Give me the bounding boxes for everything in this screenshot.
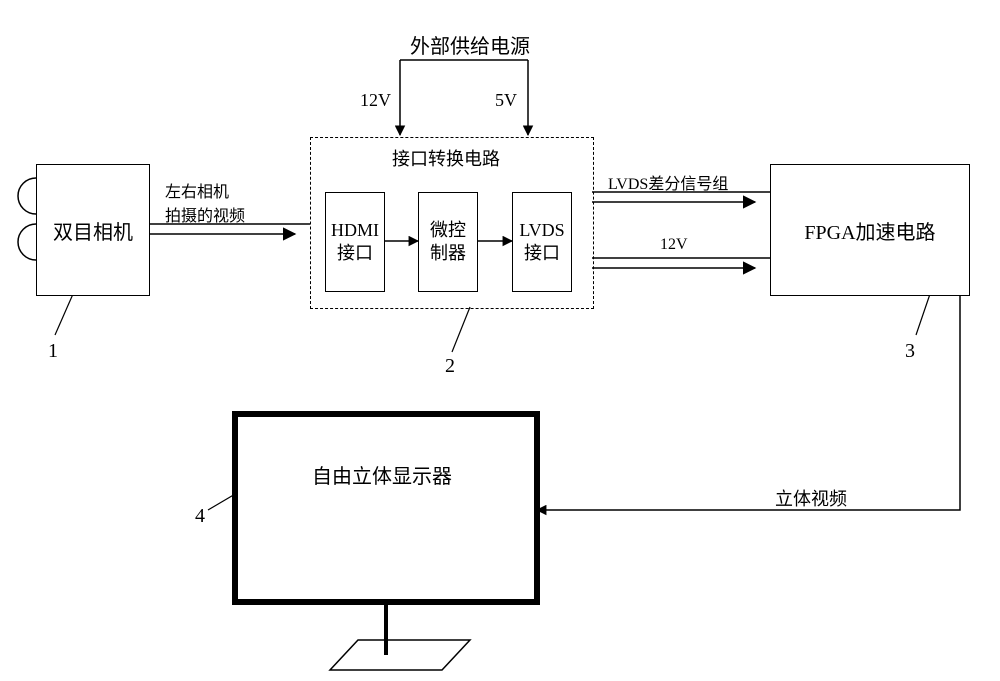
edge-if-fpga-top: LVDS差分信号组 bbox=[608, 170, 728, 194]
mcu-label: 微控 制器 bbox=[419, 219, 477, 266]
lvds-block: LVDS 接口 bbox=[512, 192, 572, 292]
ref-3: 3 bbox=[905, 340, 915, 363]
power-5v: 5V bbox=[495, 90, 517, 111]
fpga-block: FPGA加速电路 bbox=[770, 164, 970, 296]
lvds-label: LVDS 接口 bbox=[513, 219, 571, 266]
camera-lens-top bbox=[18, 178, 36, 214]
camera-lens-bottom bbox=[18, 224, 36, 260]
display-label: 自由立体显示器 bbox=[312, 460, 452, 489]
hdmi-label: HDMI 接口 bbox=[326, 219, 384, 266]
edge-if-fpga-bot: 12V bbox=[660, 236, 688, 254]
camera-block: 双目相机 bbox=[36, 164, 150, 296]
display-screen bbox=[235, 414, 537, 602]
interface-title: 接口转换电路 bbox=[392, 145, 500, 171]
edge-fpga-disp: 立体视频 bbox=[775, 485, 847, 511]
camera-label: 双目相机 bbox=[53, 216, 133, 245]
ref-2: 2 bbox=[445, 355, 455, 378]
power-12v: 12V bbox=[360, 90, 391, 111]
ref-4: 4 bbox=[195, 505, 205, 528]
mcu-block: 微控 制器 bbox=[418, 192, 478, 292]
power-title: 外部供给电源 bbox=[410, 30, 530, 59]
hdmi-block: HDMI 接口 bbox=[325, 192, 385, 292]
fpga-label: FPGA加速电路 bbox=[804, 216, 935, 245]
edge-cam-if: 左右相机 拍摄的视频 bbox=[165, 178, 245, 226]
ref-1: 1 bbox=[48, 340, 58, 363]
